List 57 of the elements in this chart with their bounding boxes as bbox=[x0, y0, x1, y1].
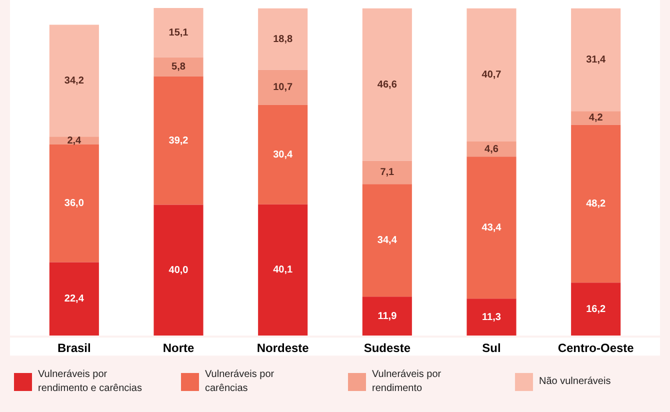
data-label: 7,1 bbox=[380, 167, 395, 178]
data-label: 40,7 bbox=[482, 70, 502, 81]
data-label: 11,9 bbox=[378, 310, 398, 322]
bar bbox=[571, 111, 621, 125]
bar bbox=[362, 8, 412, 161]
bar bbox=[49, 144, 99, 262]
data-label: 2,4 bbox=[67, 135, 82, 146]
bar bbox=[154, 76, 204, 205]
x-tick-label: Sul bbox=[482, 341, 501, 356]
legend-label: Vulneráveis por carências bbox=[205, 368, 276, 396]
bar bbox=[362, 160, 412, 184]
data-label: 43,4 bbox=[482, 222, 502, 234]
x-tick-label: Brasil bbox=[57, 341, 91, 356]
data-label: 39,2 bbox=[168, 135, 189, 146]
bar bbox=[466, 8, 516, 142]
bar bbox=[362, 184, 412, 297]
data-label: 22,4 bbox=[64, 294, 84, 305]
data-label: 40,1 bbox=[273, 264, 293, 276]
bar bbox=[466, 298, 516, 336]
data-label: 30,4 bbox=[273, 149, 293, 160]
data-label: 36,0 bbox=[64, 198, 84, 210]
data-label: 5,8 bbox=[172, 62, 186, 73]
bar bbox=[49, 262, 99, 336]
bar bbox=[258, 104, 308, 204]
data-label: 34,4 bbox=[377, 235, 398, 246]
bar bbox=[154, 57, 204, 76]
data-label: 34,2 bbox=[64, 75, 84, 86]
data-label: 16,2 bbox=[586, 304, 606, 315]
data-label: 46,6 bbox=[377, 79, 398, 90]
x-tick-label: Sudeste bbox=[364, 341, 411, 356]
data-label: 15,1 bbox=[168, 27, 189, 38]
data-label: 4,6 bbox=[484, 144, 499, 155]
bar bbox=[258, 8, 308, 70]
data-label: 11,3 bbox=[482, 312, 502, 323]
bar bbox=[466, 142, 516, 157]
legend-label: Vulneráveis por rendimento bbox=[372, 368, 442, 396]
data-label: 40,0 bbox=[168, 264, 189, 276]
bar bbox=[154, 8, 204, 58]
bar bbox=[154, 204, 204, 336]
x-tick-label: Nordeste bbox=[256, 341, 310, 356]
legend-label: Não vulneráveis bbox=[539, 375, 611, 389]
bar bbox=[362, 296, 412, 336]
data-label: 18,8 bbox=[273, 34, 293, 45]
data-label: 10,7 bbox=[273, 82, 293, 94]
bar bbox=[258, 204, 308, 336]
bar bbox=[571, 124, 621, 283]
bar bbox=[258, 70, 308, 105]
bar bbox=[571, 8, 621, 112]
data-label: 31,4 bbox=[586, 54, 606, 66]
legend-label: Vulneráveis por rendimento e carências bbox=[38, 368, 143, 396]
bar bbox=[571, 282, 621, 336]
bar bbox=[49, 24, 99, 137]
data-label: 48,2 bbox=[586, 198, 606, 210]
data-label: 4,2 bbox=[588, 112, 604, 124]
bar bbox=[466, 156, 516, 299]
x-tick-label: Norte bbox=[162, 341, 194, 356]
x-tick-label: Centro-Oeste bbox=[558, 341, 634, 356]
